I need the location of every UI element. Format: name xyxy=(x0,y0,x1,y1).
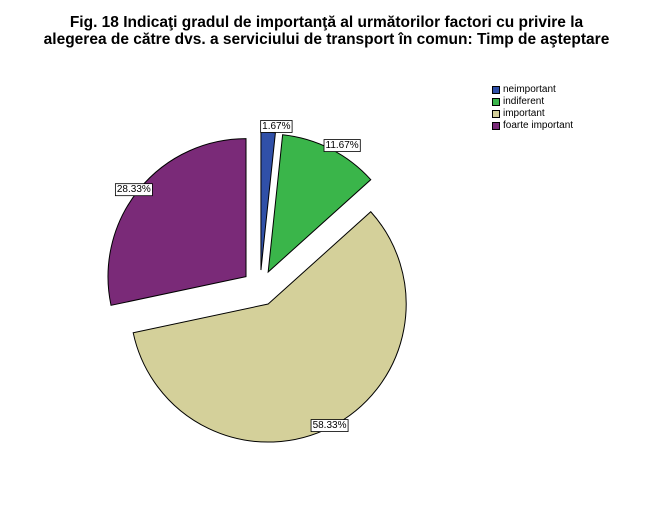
chart-title-line-2: alegerea de către dvs. a serviciului de … xyxy=(43,31,610,48)
legend-item-indiferent: indiferent xyxy=(492,96,573,108)
legend-label-indiferent: indiferent xyxy=(503,96,545,107)
chart-legend: neimportant indiferent important foarte … xyxy=(492,84,573,132)
svg-text:28.33%: 28.33% xyxy=(117,184,151,195)
legend-swatch-indiferent xyxy=(492,98,500,106)
chart-title: Fig. 18 Indicaţi gradul de importanţă al… xyxy=(0,14,653,48)
data-label-indiferent: 11.67% xyxy=(323,139,361,152)
svg-text:58.33%: 58.33% xyxy=(313,420,347,431)
legend-item-foarte-important: foarte important xyxy=(492,120,573,132)
chart-title-line-1: Fig. 18 Indicaţi gradul de importanţă al… xyxy=(69,14,584,31)
legend-item-neimportant: neimportant xyxy=(492,84,573,96)
legend-swatch-neimportant xyxy=(492,86,500,94)
svg-text:1.67%: 1.67% xyxy=(262,121,290,132)
legend-swatch-foarte-important xyxy=(492,122,500,130)
data-label-neimportant: 1.67% xyxy=(260,120,293,133)
data-label-foarte-important: 28.33% xyxy=(114,183,153,197)
legend-label-important: important xyxy=(503,108,545,119)
svg-text:11.67%: 11.67% xyxy=(326,140,359,151)
legend-item-important: important xyxy=(492,108,573,120)
legend-label-neimportant: neimportant xyxy=(503,84,556,95)
legend-label-foarte-important: foarte important xyxy=(503,120,574,131)
pie-slice-foarte-important xyxy=(107,138,247,306)
legend-swatch-important xyxy=(492,110,500,118)
data-label-important: 58.33% xyxy=(310,419,349,432)
